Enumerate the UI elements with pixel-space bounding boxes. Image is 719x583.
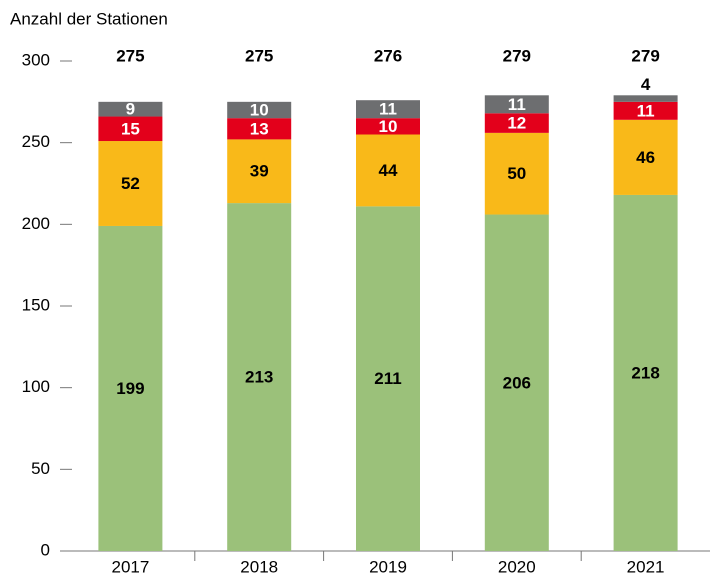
segment-label: 13 [250,119,269,138]
segment-label: 4 [641,75,651,94]
segment-label: 12 [507,114,526,133]
bar-segment [484,214,549,552]
y-tick-label: 200 [22,214,50,233]
bar-segment [613,194,678,551]
bar-segment [356,134,420,207]
segment-label: 213 [245,368,273,387]
y-axis-label: Anzahl der Stationen [10,9,168,28]
x-tick-label: 2020 [498,557,536,576]
segment-label: 44 [379,161,398,180]
bar-segment [484,113,549,133]
bar-segment [356,206,420,551]
segment-label: 46 [636,148,655,167]
y-tick-label: 0 [41,540,50,559]
y-tick-label: 50 [31,459,50,478]
total-label: 279 [631,46,659,65]
total-label: 276 [374,46,402,65]
bar-segment [227,203,292,551]
bar-segment [484,132,549,215]
y-tick-label: 150 [22,295,50,314]
total-label: 275 [245,46,273,65]
x-tick-label: 2021 [627,557,665,576]
segment-label: 10 [379,117,398,136]
segment-label: 11 [379,100,397,119]
segment-label: 11 [637,101,655,120]
bar-segment [613,101,678,120]
segment-label: 218 [631,363,659,382]
segment-label: 50 [507,164,526,183]
segment-label: 52 [121,174,140,193]
x-tick-label: 2019 [369,557,407,576]
bar-segment [356,118,420,135]
segment-label: 9 [126,100,135,119]
bar-segment [356,100,420,119]
segment-label: 10 [250,100,269,119]
total-label: 275 [116,46,144,65]
segment-label: 206 [503,373,531,392]
segment-label: 11 [508,95,526,114]
bar-segment [98,116,163,142]
y-tick-label: 100 [22,377,50,396]
segment-label: 211 [374,369,401,388]
segment-label: 15 [121,119,140,138]
segment-label: 199 [116,379,144,398]
x-tick-label: 2018 [240,557,278,576]
total-label: 279 [503,46,531,65]
bar-segment [98,141,163,226]
x-tick-label: 2017 [111,557,149,576]
bar-segment [227,101,292,119]
bar-segment [613,119,678,195]
segment-label: 39 [250,162,269,181]
y-tick-label: 250 [22,132,50,151]
bar-segment [227,139,292,204]
bar-segment [98,101,163,117]
y-tick-label: 300 [22,50,50,69]
bar-segment [98,225,163,551]
bar-segment [613,95,678,102]
bar-segment [484,95,549,114]
bar-segment [227,118,292,140]
